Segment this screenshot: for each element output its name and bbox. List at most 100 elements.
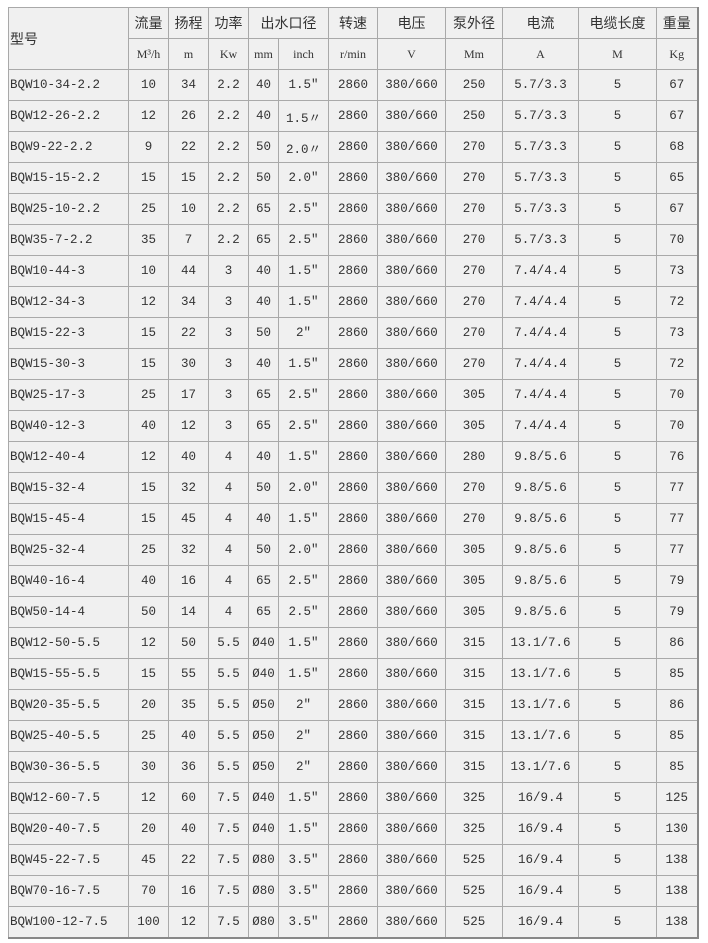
table-cell: 60 [168, 782, 209, 814]
table-cell: 5 [578, 875, 657, 907]
table-cell: 4 [208, 596, 249, 628]
model-cell: BQW12-34-3 [8, 286, 129, 318]
table-cell: 68 [656, 131, 699, 163]
table-cell: 15 [128, 348, 169, 380]
table-cell: 2.0″ [278, 534, 329, 566]
table-cell: 2860 [328, 317, 378, 349]
table-cell: 5 [578, 813, 657, 845]
table-cell: 2.2 [208, 193, 249, 225]
table-cell: 40 [168, 441, 209, 473]
unit-cell: A [502, 38, 579, 70]
table-cell: 40 [128, 410, 169, 442]
table-cell: 2860 [328, 100, 378, 132]
table-cell: 380/660 [377, 410, 446, 442]
table-cell: 380/660 [377, 875, 446, 907]
table-cell: 380/660 [377, 472, 446, 504]
table-cell: 4 [208, 441, 249, 473]
table-cell: 30 [168, 348, 209, 380]
model-cell: BQW25-17-3 [8, 379, 129, 411]
table-cell: 65 [248, 410, 279, 442]
table-cell: 250 [445, 100, 503, 132]
table-cell: Ø80 [248, 906, 279, 939]
table-row: BQW40-12-3 40 12 3 65 2.5″ 2860 380/660 305 7.4/4… [8, 410, 699, 442]
table-cell: 1.5″ [278, 69, 329, 101]
table-cell: 2860 [328, 69, 378, 101]
table-cell: 12 [168, 906, 209, 939]
table-cell: 2.5″ [278, 565, 329, 597]
table-cell: 380/660 [377, 813, 446, 845]
table-cell: 2860 [328, 720, 378, 752]
table-cell: 2860 [328, 441, 378, 473]
table-cell: 5.7/3.3 [502, 100, 579, 132]
table-cell: 7.4/4.4 [502, 379, 579, 411]
table-cell: 13.1/7.6 [502, 658, 579, 690]
table-cell: 3.5″ [278, 906, 329, 939]
table-cell: 7.5 [208, 875, 249, 907]
table-cell: 7.4/4.4 [502, 348, 579, 380]
table-cell: 1.5″ [278, 503, 329, 535]
table-cell: 40 [248, 255, 279, 287]
table-cell: 70 [128, 875, 169, 907]
table-cell: 5 [578, 503, 657, 535]
table-cell: 12 [128, 100, 169, 132]
table-cell: 50 [128, 596, 169, 628]
table-cell: Ø40 [248, 658, 279, 690]
table-cell: 2.0〃 [278, 131, 329, 163]
table-cell: 22 [168, 844, 209, 876]
table-cell: 7.4/4.4 [502, 410, 579, 442]
table-cell: 50 [248, 472, 279, 504]
table-cell: 2.2 [208, 162, 249, 194]
table-cell: 305 [445, 410, 503, 442]
table-cell: 12 [128, 627, 169, 659]
table-cell: 5.7/3.3 [502, 69, 579, 101]
table-cell: 5.5 [208, 627, 249, 659]
table-cell: 5 [578, 193, 657, 225]
model-cell: BQW25-32-4 [8, 534, 129, 566]
table-cell: 9.8/5.6 [502, 472, 579, 504]
table-cell: 45 [168, 503, 209, 535]
table-cell: 2860 [328, 534, 378, 566]
table-cell: 25 [128, 193, 169, 225]
table-cell: 5 [578, 720, 657, 752]
table-cell: 5 [578, 751, 657, 783]
table-cell: 305 [445, 534, 503, 566]
model-cell: BQW45-22-7.5 [8, 844, 129, 876]
table-cell: 16/9.4 [502, 875, 579, 907]
model-cell: BQW12-50-5.5 [8, 627, 129, 659]
table-cell: 85 [656, 751, 699, 783]
table-row: BQW45-22-7.5 45 22 7.5 Ø80 3.5″ 2860 380/660 525… [8, 844, 699, 876]
table-cell: 79 [656, 596, 699, 628]
table-cell: 2860 [328, 379, 378, 411]
table-row: BQW20-40-7.5 20 40 7.5 Ø40 1.5″ 2860 380/660 325… [8, 813, 699, 845]
header-outlet: 出水口径 [248, 7, 329, 39]
table-cell: 70 [656, 410, 699, 442]
table-cell: 270 [445, 348, 503, 380]
table-cell: 70 [656, 224, 699, 256]
table-cell: 3 [208, 379, 249, 411]
table-cell: 380/660 [377, 162, 446, 194]
table-cell: 2860 [328, 224, 378, 256]
table-row: BQW50-14-4 50 14 4 65 2.5″ 2860 380/660 305 9.8/5… [8, 596, 699, 628]
table-row: BQW25-17-3 25 17 3 65 2.5″ 2860 380/660 305 7.4/4… [8, 379, 699, 411]
table-cell: 525 [445, 875, 503, 907]
unit-cell: Kw [208, 38, 249, 70]
table-row: BQW25-10-2.2 25 10 2.2 65 2.5″ 2860 380/660 270 5… [8, 193, 699, 225]
table-cell: 79 [656, 565, 699, 597]
table-cell: 2860 [328, 503, 378, 535]
table-cell: 2.5″ [278, 596, 329, 628]
table-cell: 35 [128, 224, 169, 256]
table-cell: 22 [168, 317, 209, 349]
table-cell: 5 [578, 379, 657, 411]
table-cell: 2860 [328, 844, 378, 876]
table-cell: 305 [445, 379, 503, 411]
table-cell: 5.7/3.3 [502, 224, 579, 256]
table-cell: 1.5″ [278, 255, 329, 287]
table-cell: 65 [248, 224, 279, 256]
model-cell: BQW50-14-4 [8, 596, 129, 628]
table-row: BQW30-36-5.5 30 36 5.5 Ø50 2″ 2860 380/660 315 13… [8, 751, 699, 783]
table-cell: 380/660 [377, 534, 446, 566]
table-cell: 9.8/5.6 [502, 441, 579, 473]
table-cell: 3 [208, 317, 249, 349]
table-cell: 72 [656, 286, 699, 318]
header-voltage: 电压 [377, 7, 446, 39]
